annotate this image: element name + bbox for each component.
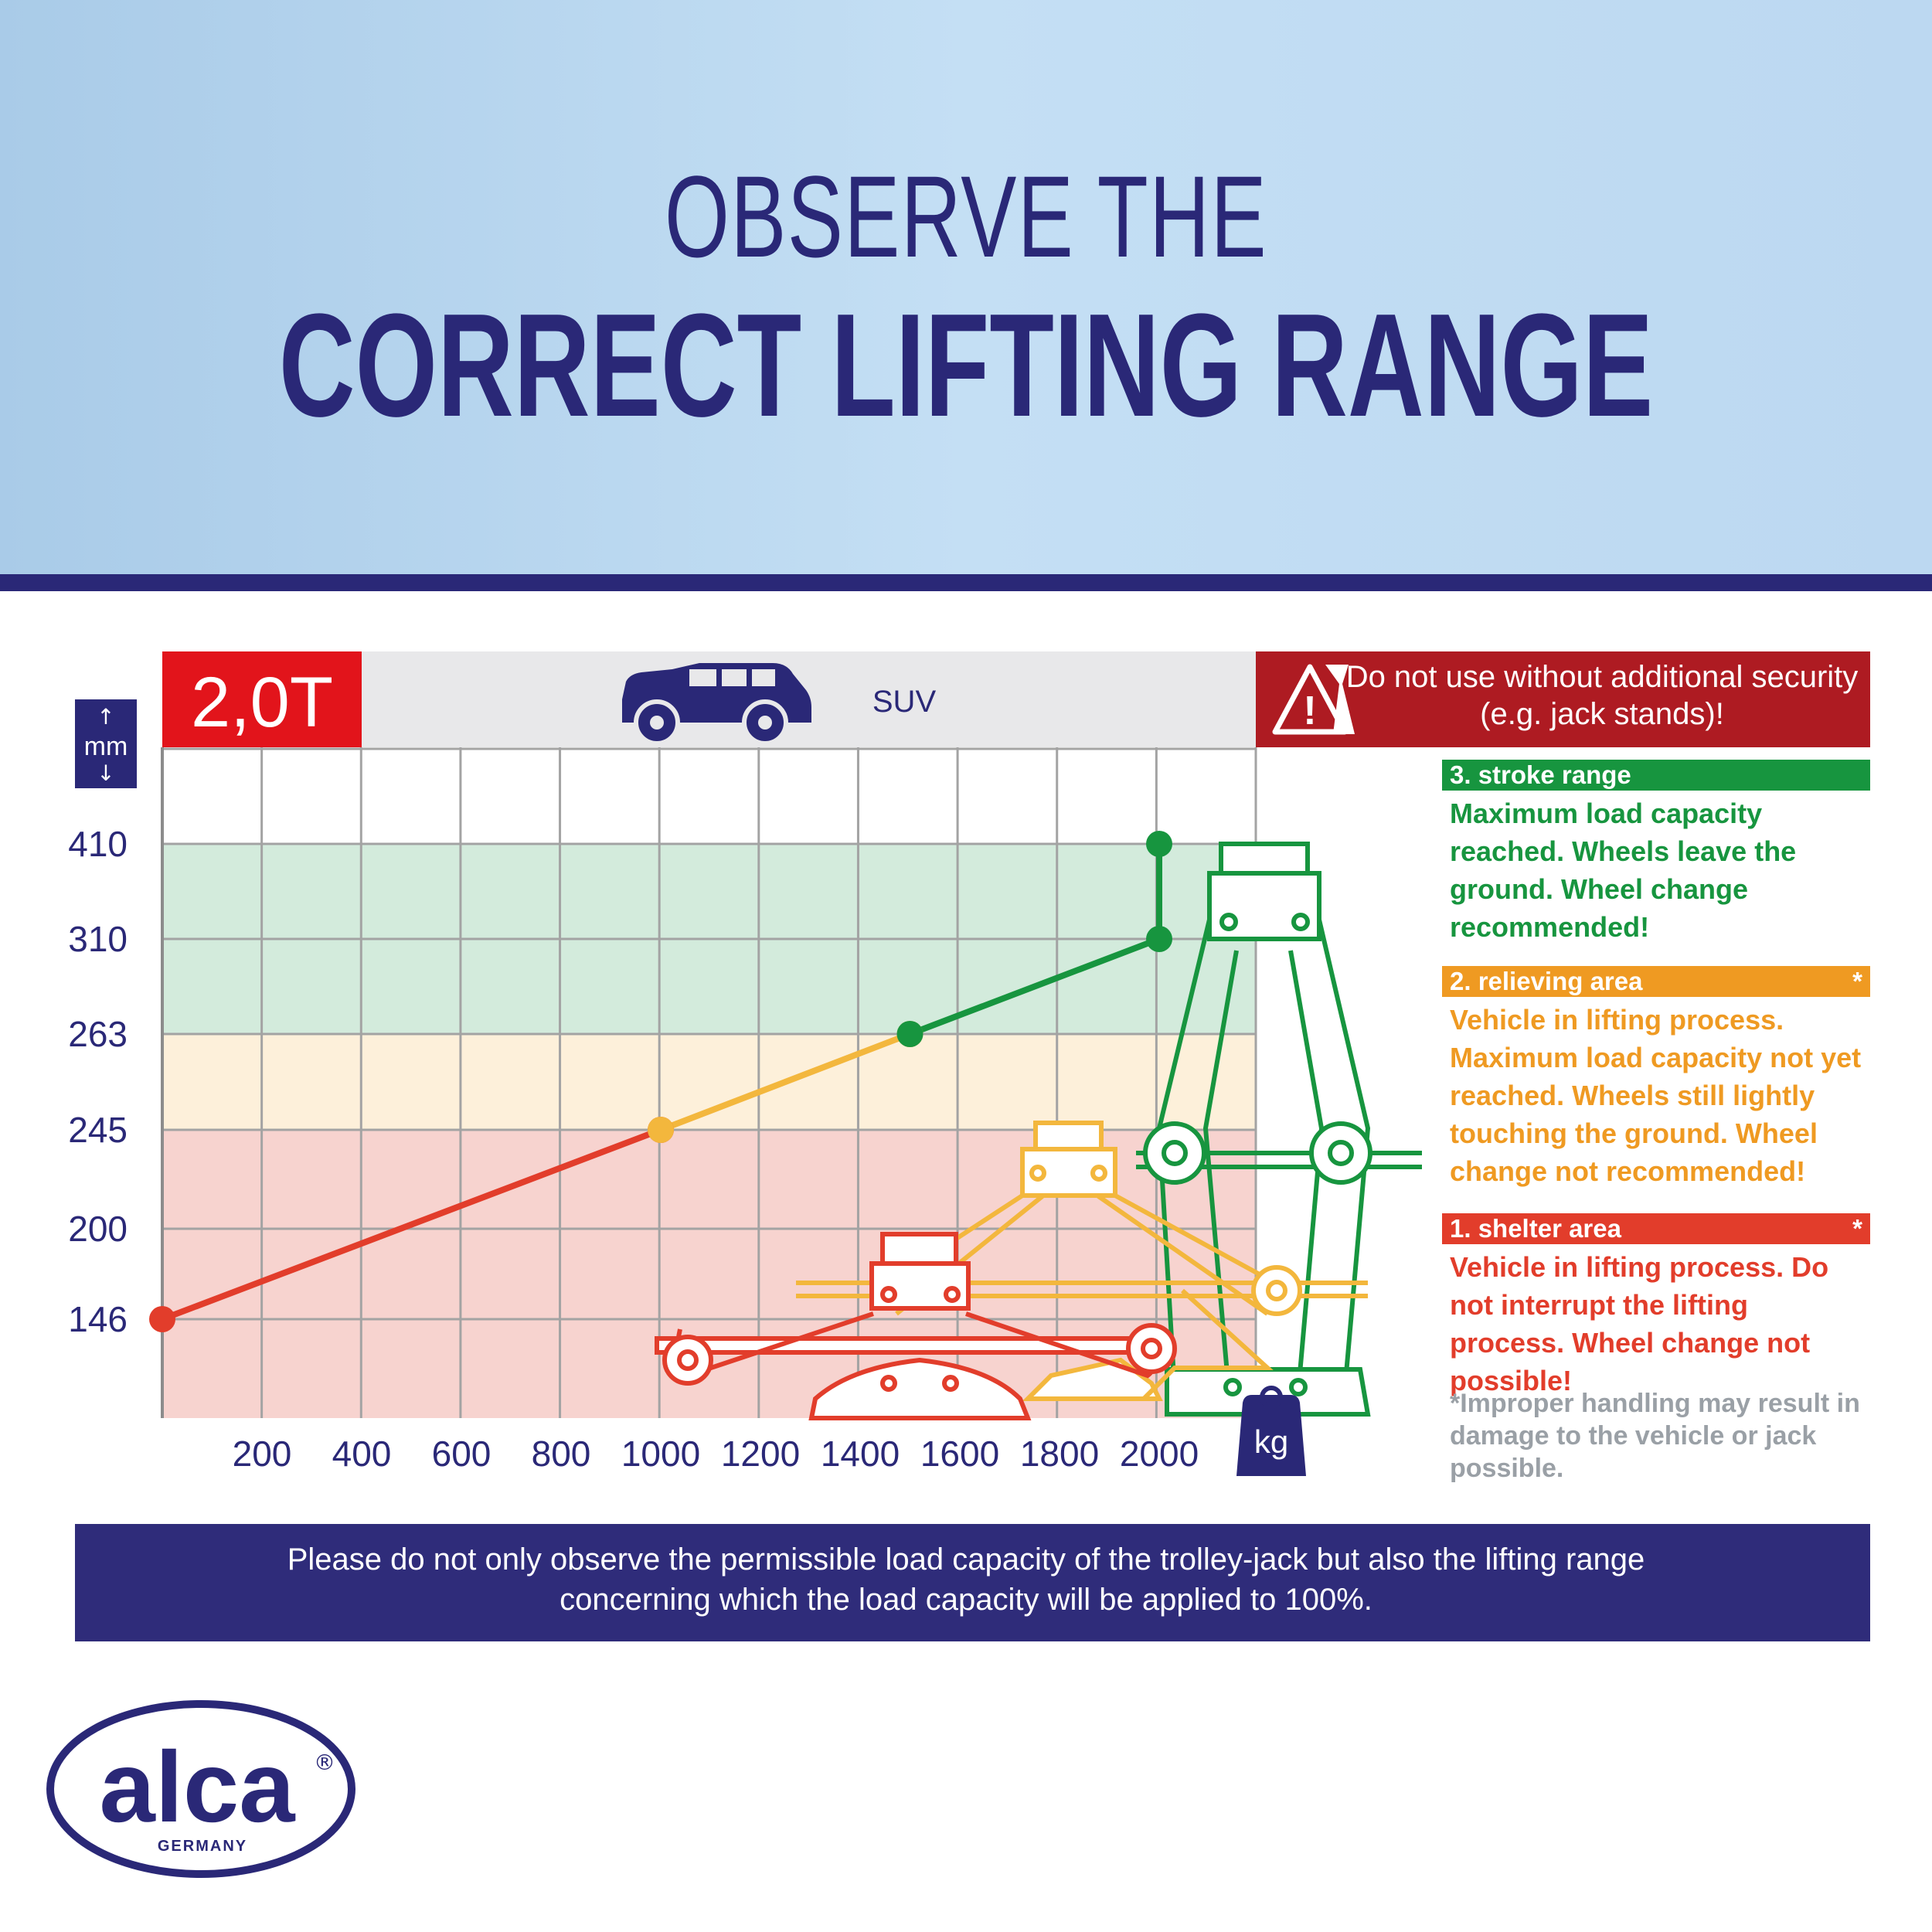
alca-logo: alca ® GERMANY — [46, 1700, 355, 1878]
up-arrow-icon: ↑ — [97, 704, 114, 730]
x-tick-label: 2000 — [1120, 1434, 1199, 1474]
capacity-badge — [162, 651, 362, 747]
data-point — [149, 1306, 175, 1332]
x-axis-ticks: 200 400 600 800 1000 1200 1400 1600 1800 2000 — [233, 1434, 1199, 1474]
zone-band — [162, 1034, 1256, 1130]
x-tick-label: 1800 — [1020, 1434, 1099, 1474]
zone-marker: * — [1852, 967, 1862, 995]
title-line-2: CORRECT LIFTING RANGE — [278, 284, 1654, 447]
zone-heading-label: 3. stroke range — [1450, 760, 1631, 789]
x-tick-label: 1400 — [821, 1434, 900, 1474]
zone-text-relieving-area: Vehicle in lifting process. Maximum load… — [1450, 1004, 1862, 1187]
y-tick-label: 200 — [68, 1209, 128, 1249]
header-banner — [0, 0, 1932, 574]
series-line — [161, 1127, 662, 1322]
y-axis-ticks: 146 200 245 263 310 410 — [68, 824, 128, 1339]
header-divider — [0, 574, 1932, 591]
x-tick-label: 600 — [432, 1434, 492, 1474]
alca-logo-mark: ® — [314, 1750, 335, 1775]
jack-warning-icon: ! — [1272, 664, 1355, 735]
zone-text-stroke-range: Maximum load capacity reached. Wheels le… — [1450, 798, 1797, 943]
zone-heading-stroke-range: 3. stroke range — [1442, 760, 1870, 791]
zone-heading-label: 2. relieving area — [1450, 967, 1643, 995]
svg-text:!: ! — [1303, 689, 1316, 733]
y-tick-label: 263 — [68, 1014, 128, 1054]
kg-unit-label: kg — [1254, 1423, 1288, 1460]
data-point — [896, 1021, 923, 1047]
jack-illustration-red — [655, 1232, 1177, 1420]
x-tick-label: 800 — [532, 1434, 591, 1474]
alca-logo-sub: GERMANY — [158, 1838, 247, 1855]
mm-unit-label: mm — [84, 732, 128, 761]
x-tick-label: 400 — [332, 1434, 392, 1474]
kg-weight-icon — [1236, 1386, 1306, 1476]
y-tick-label: 310 — [68, 919, 128, 959]
data-point — [1146, 926, 1172, 952]
zone-heading-shelter-area: 1. shelter area * — [1442, 1213, 1870, 1244]
bottom-notice-text: Please do not only observe the permissib… — [287, 1543, 1645, 1617]
y-tick-label: 410 — [68, 824, 128, 864]
series-line — [659, 1031, 911, 1133]
footnote: *Improper handling may result in damage … — [1450, 1389, 1860, 1483]
alca-logo-text: alca — [99, 1730, 296, 1843]
zone-heading-label: 1. shelter area — [1450, 1214, 1621, 1243]
down-arrow-icon: ↓ — [97, 760, 114, 786]
warning-box — [1256, 651, 1870, 747]
capacity-badge-label: 2,0T — [191, 663, 333, 742]
zone-heading-relieving-area: 2. relieving area * — [1442, 966, 1870, 997]
suv-car-icon — [622, 663, 811, 746]
vehicle-label: SUV — [872, 685, 937, 719]
x-tick-label: 1200 — [721, 1434, 800, 1474]
mm-unit-box — [75, 699, 137, 788]
zone-text-shelter-area: Vehicle in lifting process. Do not inter… — [1450, 1251, 1829, 1396]
jack-illustration-green — [1136, 842, 1422, 1417]
bottom-notice-bar — [75, 1524, 1870, 1641]
data-point — [648, 1117, 674, 1143]
y-tick-label: 245 — [68, 1110, 128, 1150]
x-tick-label: 200 — [233, 1434, 292, 1474]
warning-text: Do not use without additional security (… — [1345, 660, 1859, 731]
chart-series — [149, 831, 1172, 1332]
y-tick-label: 146 — [68, 1299, 128, 1339]
data-point — [1146, 831, 1172, 857]
x-tick-label: 1600 — [920, 1434, 999, 1474]
title-line-1: OBSERVE THE — [664, 151, 1268, 281]
zone-marker: * — [1852, 1214, 1862, 1243]
x-tick-label: 1000 — [621, 1434, 700, 1474]
